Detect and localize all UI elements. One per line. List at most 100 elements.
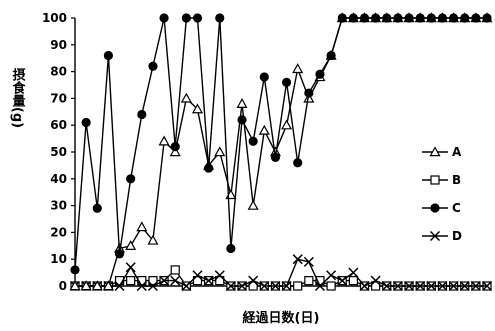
- data-point: [303, 92, 315, 103]
- data-point: [281, 280, 292, 292]
- data-point: [126, 174, 136, 184]
- data-point: [348, 267, 359, 278]
- data-point: [270, 280, 281, 292]
- data-point: [148, 276, 158, 286]
- data-point: [215, 276, 225, 286]
- legend-item-b: B: [422, 173, 461, 187]
- data-point: [225, 280, 236, 292]
- data-point: [158, 135, 170, 146]
- data-point: [326, 270, 337, 281]
- data-point: [371, 281, 381, 291]
- data-point: [69, 280, 81, 291]
- y-tick-label: 80: [50, 65, 67, 79]
- legend-label: D: [452, 229, 462, 243]
- y-tick-label: 100: [42, 11, 67, 25]
- data-point: [292, 63, 304, 74]
- data-point: [137, 109, 147, 120]
- data-point: [293, 281, 303, 291]
- data-point: [337, 13, 347, 23]
- data-point: [270, 152, 281, 162]
- data-point: [259, 72, 269, 82]
- data-point: [482, 13, 492, 23]
- legend-marker: [429, 146, 441, 157]
- data-point: [126, 276, 136, 286]
- data-point: [159, 275, 170, 286]
- data-point: [147, 280, 158, 292]
- data-point: [426, 280, 437, 292]
- data-point: [125, 262, 136, 273]
- data-point: [192, 276, 203, 286]
- data-point: [393, 13, 403, 23]
- data-point: [359, 13, 370, 23]
- y-tick-label: 20: [50, 225, 67, 239]
- data-point: [247, 199, 259, 210]
- legend-item-d: D: [422, 229, 462, 243]
- legend-label: C: [452, 201, 461, 215]
- y-tick-label: 40: [50, 172, 67, 186]
- data-point: [114, 249, 125, 259]
- data-point: [415, 280, 426, 292]
- series-line-d: [75, 258, 487, 287]
- data-point: [337, 275, 348, 286]
- y-tick-label: 10: [50, 252, 67, 266]
- data-point: [226, 243, 236, 254]
- data-point: [404, 280, 415, 292]
- data-point: [170, 265, 180, 275]
- data-point: [192, 13, 203, 23]
- data-point: [236, 98, 248, 108]
- data-point: [248, 281, 258, 291]
- data-point: [137, 276, 147, 286]
- data-point: [381, 280, 392, 292]
- data-point: [304, 88, 314, 98]
- data-point: [281, 77, 292, 87]
- legend-marker: [429, 230, 441, 242]
- data-point: [326, 50, 336, 61]
- data-point: [303, 256, 314, 267]
- data-point: [259, 280, 270, 292]
- y-axis-title: 摂食量(g): [10, 67, 26, 128]
- data-point: [460, 13, 470, 23]
- data-point: [437, 280, 448, 292]
- data-point: [103, 50, 114, 61]
- data-point: [371, 13, 381, 23]
- x-axis-title: 経過日数(日): [243, 310, 320, 326]
- data-point: [136, 280, 147, 292]
- data-point: [348, 13, 358, 23]
- data-point: [91, 280, 103, 291]
- data-point: [148, 61, 158, 71]
- data-point: [404, 13, 414, 23]
- data-point: [315, 69, 325, 79]
- data-point: [448, 13, 459, 23]
- data-point: [470, 280, 481, 292]
- data-point: [214, 270, 225, 281]
- series-c: [70, 13, 492, 275]
- data-point: [293, 158, 303, 168]
- data-point: [248, 136, 258, 146]
- data-point: [459, 280, 470, 292]
- data-point: [471, 13, 481, 23]
- data-point: [102, 280, 114, 291]
- data-point: [281, 119, 293, 130]
- series-line-c: [74, 17, 487, 270]
- data-point: [147, 234, 159, 245]
- series-d: [69, 254, 493, 292]
- data-point: [136, 221, 148, 232]
- data-point: [191, 103, 204, 114]
- data-point: [80, 280, 92, 291]
- data-point: [125, 240, 137, 250]
- legend-marker: [430, 175, 440, 185]
- data-point: [258, 124, 270, 135]
- data-point: [359, 280, 370, 292]
- data-point: [170, 275, 181, 286]
- data-point: [236, 280, 248, 292]
- data-point: [181, 280, 192, 292]
- data-point: [304, 276, 314, 286]
- data-point: [314, 280, 326, 292]
- data-point: [114, 280, 125, 292]
- y-tick-label: 50: [50, 145, 67, 159]
- data-point: [170, 142, 180, 152]
- data-point: [237, 115, 247, 125]
- data-point: [169, 146, 181, 157]
